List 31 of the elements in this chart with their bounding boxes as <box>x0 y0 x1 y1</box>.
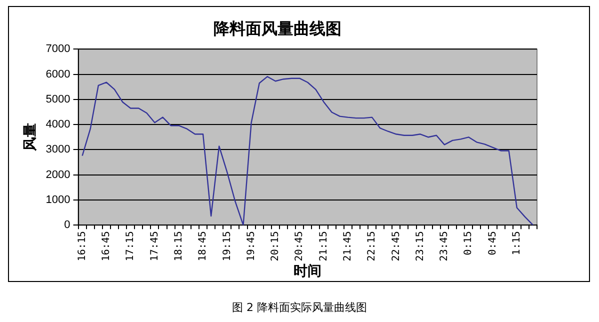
caption: 图 2 降料面实际风量曲线图 <box>231 300 368 315</box>
x-tick-label: 19:45 <box>246 231 257 262</box>
y-tick-label: 0 <box>64 219 70 232</box>
x-tick-label: 20:45 <box>294 231 306 262</box>
chart-title: 降料面风量曲线图 <box>214 18 342 38</box>
x-tick-label: 17:15 <box>125 231 136 262</box>
x-tick-label: 20:15 <box>270 231 282 262</box>
x-tick-label: 18:45 <box>198 231 209 262</box>
x-tick-label: 22:45 <box>390 231 402 262</box>
x-tick-label: 23:15 <box>414 231 426 262</box>
x-tick-label: 19:15 <box>222 231 233 262</box>
x-tick-label: 22:15 <box>366 231 378 262</box>
x-tick-label: 21:15 <box>318 231 330 262</box>
x-tick-label: 0:15 <box>463 231 474 256</box>
x-tick-label: 23:45 <box>439 231 450 262</box>
y-axis-title: 风量 <box>21 123 38 152</box>
x-tick-label: 21:45 <box>342 231 354 262</box>
x-tick-label: 1:15 <box>511 231 522 256</box>
y-tick-label: 6000 <box>46 68 70 80</box>
x-axis-title: 时间 <box>294 262 322 278</box>
x-tick-label: 18:15 <box>173 231 184 262</box>
y-tick-label: 7000 <box>46 43 70 56</box>
y-tick-label: 1000 <box>46 194 70 206</box>
x-tick-label: 17:45 <box>149 231 160 262</box>
x-tick-label: 0:45 <box>487 231 498 256</box>
y-tick-label: 4000 <box>46 118 70 131</box>
y-tick-label: 5000 <box>46 93 70 106</box>
y-tick-label: 3000 <box>46 144 70 156</box>
y-tick-label: 2000 <box>46 168 70 181</box>
x-tick-label: 16:15 <box>76 231 88 262</box>
x-tick-label: 16:45 <box>101 231 112 262</box>
